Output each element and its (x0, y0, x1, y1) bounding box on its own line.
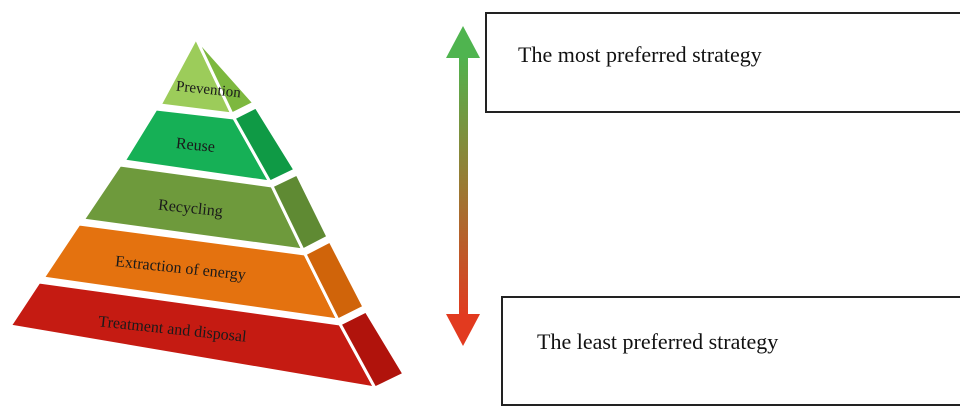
tier-reuse: Reuse (121, 105, 298, 184)
tier-prevention-label: Prevention (175, 79, 242, 102)
waste-hierarchy-diagram: Prevention Reuse Recycling Extraction of… (7, 12, 960, 406)
least-preferred-box (501, 296, 960, 406)
double-headed-vertical-arrow-icon (446, 26, 480, 346)
least-preferred-label: The least preferred strategy (537, 329, 779, 354)
tier-extraction-of-energy: Extraction of energy (40, 222, 367, 323)
most-preferred-label: The most preferred strategy (518, 42, 762, 67)
tier-reuse-side (231, 105, 298, 184)
tier-treatment-and-disposal: Treatment and disposal (7, 280, 407, 390)
tier-prevention: Prevention (157, 34, 257, 117)
tier-recycling-label: Recycling (157, 197, 223, 221)
arrow-shaft (459, 54, 468, 318)
tier-recycling: Recycling (80, 163, 330, 253)
tier-recycling-side (269, 172, 330, 253)
tier-extraction-side (302, 238, 367, 323)
tier-treatment-side (337, 309, 407, 390)
arrow-head-up (446, 26, 480, 58)
arrow-head-down (446, 314, 480, 346)
tier-reuse-label: Reuse (175, 135, 216, 156)
pyramid-svg: Prevention Reuse Recycling Extraction of… (7, 26, 480, 390)
most-preferred-box (485, 12, 960, 113)
tier-prevention-side (194, 37, 257, 117)
